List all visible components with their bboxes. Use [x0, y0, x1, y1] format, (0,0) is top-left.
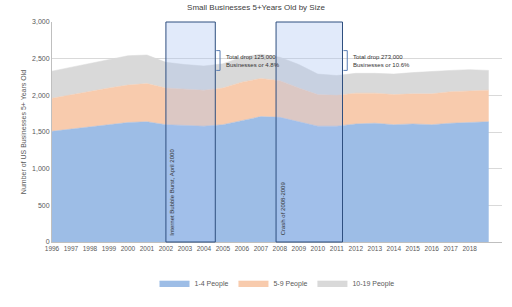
svg-text:2,500: 2,500: [32, 55, 50, 62]
svg-text:2002: 2002: [159, 245, 174, 252]
svg-text:2012: 2012: [349, 245, 364, 252]
svg-text:2015: 2015: [406, 245, 421, 252]
svg-text:3,000: 3,000: [32, 18, 50, 25]
svg-text:Internet Bubble Burst, April 2: Internet Bubble Burst, April 2000: [169, 149, 175, 236]
svg-text:1998: 1998: [83, 245, 98, 252]
svg-text:10-19 People: 10-19 People: [352, 280, 394, 288]
svg-text:2010: 2010: [311, 245, 326, 252]
svg-text:2006: 2006: [235, 245, 250, 252]
svg-text:1,000: 1,000: [32, 165, 50, 172]
svg-text:2014: 2014: [387, 245, 402, 252]
svg-text:5-9 People: 5-9 People: [273, 280, 307, 288]
svg-text:2003: 2003: [178, 245, 193, 252]
svg-text:2017: 2017: [443, 245, 458, 252]
svg-text:0: 0: [46, 238, 50, 245]
svg-text:Total drop 273,000Businesses o: Total drop 273,000Businesses or 10.6%: [353, 54, 410, 68]
svg-text:Total drop 125,000Businesses o: Total drop 125,000Businesses or 4.8%: [226, 54, 280, 68]
svg-text:1997: 1997: [64, 245, 79, 252]
svg-text:1996: 1996: [45, 245, 60, 252]
svg-text:500: 500: [38, 202, 50, 209]
svg-text:1-4 People: 1-4 People: [195, 280, 229, 288]
svg-text:Crash of 2008-2009: Crash of 2008-2009: [280, 182, 286, 236]
svg-text:Small Businesses 5+Years Old b: Small Businesses 5+Years Old by Size: [187, 3, 325, 12]
svg-text:2005: 2005: [216, 245, 231, 252]
svg-text:Number of US Businesses 5+ Yea: Number of US Businesses 5+ Years Old: [20, 70, 27, 194]
svg-text:2011: 2011: [330, 245, 344, 252]
svg-text:2009: 2009: [292, 245, 307, 252]
svg-text:2,000: 2,000: [32, 92, 50, 99]
svg-text:2001: 2001: [140, 245, 155, 252]
svg-text:2004: 2004: [197, 245, 212, 252]
svg-text:2016: 2016: [425, 245, 440, 252]
svg-text:1999: 1999: [102, 245, 117, 252]
svg-text:2000: 2000: [121, 245, 136, 252]
svg-text:2013: 2013: [368, 245, 383, 252]
svg-text:1,500: 1,500: [32, 128, 50, 135]
svg-text:2007: 2007: [254, 245, 269, 252]
svg-text:2008: 2008: [273, 245, 288, 252]
svg-text:2018: 2018: [462, 245, 477, 252]
